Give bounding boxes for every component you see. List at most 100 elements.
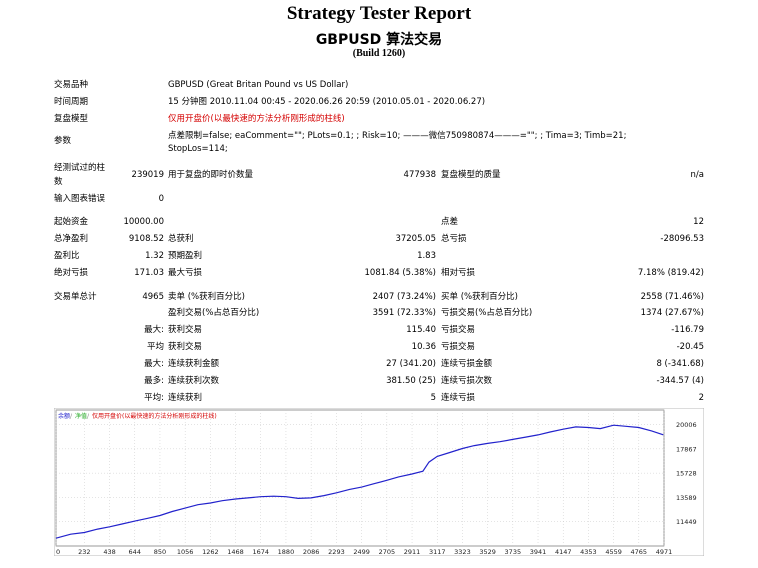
params-label: 参数 bbox=[54, 136, 72, 146]
max-consecutive-label: 最大: bbox=[144, 359, 164, 369]
params-line-1: 点差限制=false; eaComment=""; PLots=0.1; ; R… bbox=[168, 131, 627, 141]
max-consecutive-wins-value: 27 (341.20) bbox=[386, 359, 436, 369]
max-consecutive-losses-value: 8 (-341.68) bbox=[656, 359, 704, 369]
x-tick-label: 232 bbox=[78, 548, 90, 556]
legend-equity: 净值 bbox=[75, 412, 87, 420]
y-tick-label: 15728 bbox=[676, 470, 697, 478]
spread-value: 12 bbox=[693, 217, 704, 227]
x-tick-label: 4353 bbox=[580, 548, 597, 556]
x-tick-label: 4559 bbox=[605, 548, 622, 556]
loss-trades-label: 亏损交易(%占总百分比) bbox=[441, 308, 533, 318]
max-consecutive-losses-label: 连续亏损金额 bbox=[441, 359, 493, 369]
average-loss-value: -20.45 bbox=[676, 342, 704, 352]
relative-drawdown-label: 相对亏损 bbox=[441, 268, 476, 278]
y-tick-label: 17867 bbox=[676, 445, 697, 453]
x-tick-label: 3117 bbox=[429, 548, 446, 556]
gross-loss-label: 总亏损 bbox=[441, 234, 467, 244]
long-positions-label: 买单 (%获利百分比) bbox=[441, 292, 518, 302]
bars-value: 239019 bbox=[131, 170, 164, 180]
x-tick-label: 2911 bbox=[404, 548, 421, 556]
y-tick-label: 11449 bbox=[676, 518, 697, 526]
symbol-value: GBPUSD (Great Britan Pound vs US Dollar) bbox=[168, 80, 349, 90]
x-tick-label: 1262 bbox=[202, 548, 219, 556]
quality-label: 复盘模型的质量 bbox=[441, 170, 501, 180]
legend-separator-2: / bbox=[87, 413, 90, 420]
max-consecutive-wins-label: 连续获利金额 bbox=[168, 359, 220, 369]
x-tick-label: 3323 bbox=[454, 548, 471, 556]
maximal-consecutive-profit-label: 连续获利次数 bbox=[168, 376, 220, 386]
maximal-consecutive-loss-label: 连续亏损次数 bbox=[441, 376, 493, 386]
gross-loss-value: -28096.53 bbox=[660, 234, 704, 244]
expected-payoff-label: 预期盈利 bbox=[168, 251, 203, 261]
deposit-label: 起始资金 bbox=[54, 217, 89, 227]
largest-loss-label: 亏损交易 bbox=[441, 325, 476, 335]
balance-series-line bbox=[55, 424, 664, 539]
average-consecutive-losses-label: 连续亏损 bbox=[441, 393, 476, 403]
x-tick-label: 1056 bbox=[177, 548, 194, 556]
x-tick-label: 2293 bbox=[328, 548, 345, 556]
x-tick-label: 644 bbox=[129, 548, 141, 556]
total-trades-label: 交易单总计 bbox=[54, 292, 97, 302]
bars-label-cont: 数 bbox=[54, 177, 63, 187]
legend-separator-1: / bbox=[70, 413, 73, 420]
x-tick-label: 1674 bbox=[252, 548, 269, 556]
gross-profit-label: 总获利 bbox=[168, 234, 194, 244]
model-value: 仅用开盘价(以最快速的方法分析刚形成的柱线) bbox=[168, 114, 345, 124]
x-tick-label: 4147 bbox=[555, 548, 572, 556]
expected-payoff-value: 1.83 bbox=[417, 251, 436, 261]
y-tick-label: 13589 bbox=[676, 494, 697, 502]
average-loss-label: 亏损交易 bbox=[441, 342, 476, 352]
ticks-label: 用于复盘的即时价数量 bbox=[168, 170, 254, 180]
largest-loss-value: -116.79 bbox=[671, 325, 704, 335]
bars-label: 经测试过的柱 bbox=[54, 163, 106, 173]
largest-profit-label: 获利交易 bbox=[168, 325, 203, 335]
x-tick-label: 0 bbox=[56, 548, 60, 556]
report-title: Strategy Tester Report bbox=[286, 3, 472, 24]
ticks-value: 477938 bbox=[403, 170, 436, 180]
profit-trades-label: 盈利交易(%占总百分比) bbox=[168, 308, 260, 318]
x-tick-label: 4765 bbox=[631, 548, 648, 556]
errors-value: 0 bbox=[158, 194, 164, 204]
x-tick-label: 850 bbox=[154, 548, 166, 556]
legend-balance: 余额 bbox=[58, 412, 70, 420]
long-positions-value: 2558 (71.46%) bbox=[640, 292, 704, 302]
profit-factor-value: 1.32 bbox=[145, 251, 164, 261]
chart-tick-labels: 0 232 438 644 850 1056 1262 1468 1674 1880 2086 229… bbox=[56, 421, 697, 556]
net-profit-value: 9108.52 bbox=[128, 234, 164, 244]
average-consecutive-wins-value: 5 bbox=[430, 393, 436, 403]
largest-profit-value: 115.40 bbox=[406, 325, 436, 335]
plot-area bbox=[55, 409, 665, 547]
maximal-consecutive-profit-value: 381.50 (25) bbox=[386, 376, 436, 386]
y-tick-label: 20006 bbox=[676, 421, 697, 429]
average-profit-value: 10.36 bbox=[411, 342, 436, 352]
net-profit-label: 总净盈利 bbox=[54, 234, 89, 244]
maximal-consecutive-label: 最多: bbox=[144, 376, 164, 386]
report-build: (Build 1260) bbox=[352, 48, 406, 59]
profit-factor-label: 盈利比 bbox=[54, 251, 80, 261]
total-trades-value: 4965 bbox=[142, 292, 164, 302]
x-tick-label: 1468 bbox=[227, 548, 244, 556]
absolute-drawdown-label: 绝对亏损 bbox=[54, 268, 89, 278]
absolute-drawdown-value: 171.03 bbox=[134, 268, 164, 278]
loss-trades-value: 1374 (27.67%) bbox=[640, 308, 704, 318]
max-drawdown-label: 最大亏损 bbox=[168, 268, 203, 278]
x-tick-label: 3941 bbox=[530, 548, 547, 556]
x-tick-label: 3735 bbox=[505, 548, 522, 556]
average-consecutive-label: 平均: bbox=[144, 393, 164, 403]
spread-label: 点差 bbox=[441, 217, 459, 227]
period-label: 时间周期 bbox=[54, 97, 89, 107]
errors-label: 输入图表错误 bbox=[54, 194, 106, 204]
x-tick-label: 4971 bbox=[656, 548, 673, 556]
relative-drawdown-value: 7.18% (819.42) bbox=[637, 268, 704, 278]
chart-grid bbox=[55, 410, 665, 546]
x-tick-label: 2086 bbox=[303, 548, 320, 556]
period-value: 15 分钟图 2010.11.04 00:45 - 2020.06.26 20:… bbox=[168, 97, 486, 107]
x-tick-label: 2499 bbox=[353, 548, 370, 556]
average-consecutive-wins-label: 连续获利 bbox=[168, 393, 203, 403]
gross-profit-value: 37205.05 bbox=[395, 234, 436, 244]
quality-value: n/a bbox=[690, 170, 704, 180]
symbol-label: 交易品种 bbox=[54, 80, 89, 90]
max-drawdown-value: 1081.84 (5.38%) bbox=[364, 268, 437, 278]
short-positions-value: 2407 (73.24%) bbox=[372, 292, 436, 302]
x-tick-label: 3529 bbox=[479, 548, 496, 556]
